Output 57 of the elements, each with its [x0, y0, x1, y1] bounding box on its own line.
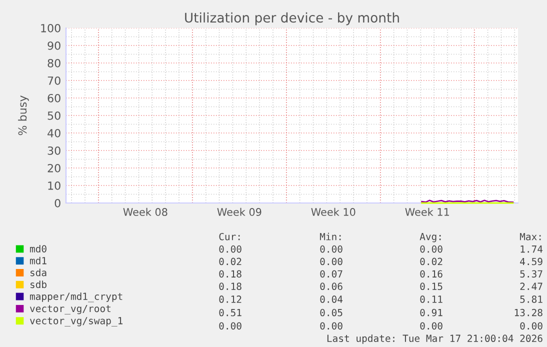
text: 5.81 — [520, 296, 542, 303]
legend-label: vector_vg/swap_1 — [30, 317, 122, 327]
y-tick-label: 40 — [48, 128, 60, 138]
text: 0.00 — [320, 245, 342, 253]
text: 1.74 — [520, 246, 543, 253]
text: 4.59 — [520, 258, 542, 266]
text: 13.28 — [514, 308, 542, 316]
text: 0.00 — [420, 322, 442, 330]
text: 0.06 — [320, 282, 342, 290]
text: 0.00 — [320, 258, 342, 266]
text: Last update: Tue Mar 17 21:00:04 2026 — [327, 334, 542, 344]
text: 0.04 — [320, 296, 343, 303]
text: Avg: — [420, 233, 441, 242]
text: 5.37 — [520, 270, 542, 278]
text: 0.05 — [320, 308, 342, 316]
legend-label: md0 — [30, 244, 46, 252]
legend-label: mapper/md1_crypt — [30, 292, 122, 302]
text: 0.16 — [420, 270, 442, 278]
y-tick-label: 10 — [48, 181, 60, 190]
x-tick-label: Week 11 — [405, 208, 449, 216]
y-tick-label: 0 — [54, 198, 60, 208]
chart-title: Utilization per device - by month — [185, 12, 399, 26]
text: 0.15 — [420, 282, 442, 290]
text: 0.18 — [219, 270, 242, 278]
text: 0.00 — [520, 322, 542, 330]
legend-label: md1 — [30, 256, 46, 264]
y-tick-label: 90 — [48, 41, 60, 50]
legend-label: vector_vg/root — [30, 304, 110, 314]
y-axis-title: % busy — [18, 96, 29, 136]
text: 0.02 — [420, 258, 442, 266]
text: 0.02 — [219, 258, 242, 266]
x-tick-label: Week 08 — [123, 208, 168, 216]
text: 0.00 — [320, 322, 342, 330]
text: Max: — [520, 233, 541, 240]
text: 0.07 — [320, 270, 342, 278]
text: 2.47 — [520, 282, 542, 290]
y-tick-label: 50 — [48, 111, 60, 120]
x-tick-label: Week 10 — [311, 208, 356, 216]
text: 0.11 — [420, 296, 442, 303]
text: 0.00 — [219, 245, 242, 253]
legend-label: sda — [30, 268, 46, 276]
text: 0.12 — [219, 296, 242, 303]
text: 0.51 — [219, 308, 242, 316]
y-tick-label: 30 — [48, 146, 60, 155]
y-tick-label: 80 — [48, 58, 60, 68]
text: Cur: — [219, 232, 240, 240]
legend-label: sdb — [30, 280, 46, 288]
text: Min: — [320, 232, 341, 240]
y-tick-label: 20 — [48, 164, 60, 172]
text: 0.00 — [219, 322, 242, 330]
x-tick-label: Week 09 — [217, 208, 262, 216]
text: 0.18 — [219, 282, 242, 290]
text: 0.00 — [420, 245, 442, 253]
y-tick-label: 100 — [41, 24, 60, 32]
text: 0.91 — [420, 308, 442, 316]
y-tick-label: 60 — [48, 94, 60, 102]
y-tick-label: 70 — [48, 76, 60, 85]
